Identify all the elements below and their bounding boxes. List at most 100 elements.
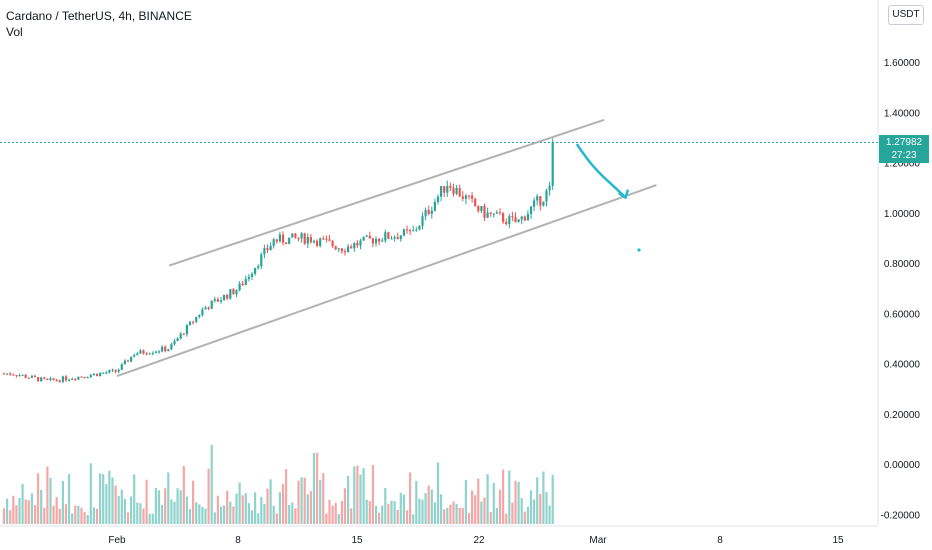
volume-bar [461, 507, 464, 524]
volume-bar [464, 480, 467, 524]
volume-bar [325, 513, 328, 524]
candle-body [477, 206, 480, 212]
volume-bar [185, 496, 188, 524]
volume-bar [40, 489, 43, 524]
candle-body [40, 377, 43, 382]
channel-upper-line[interactable] [168, 118, 605, 267]
volume-bar [356, 465, 359, 524]
candle-body [390, 238, 393, 240]
volume-bar [145, 479, 148, 524]
candle-body [467, 195, 471, 197]
projection-arrow[interactable] [576, 143, 629, 199]
channel-lower-line[interactable] [116, 184, 657, 378]
candle-body [427, 209, 430, 214]
candle-body [49, 378, 52, 380]
candle-body [52, 378, 55, 380]
volume-bar [207, 468, 210, 524]
last-price-tag: 1.27982 27:23 [879, 135, 929, 163]
volume-bar [483, 497, 486, 524]
candle-body [458, 187, 461, 197]
volume-bar [489, 512, 492, 524]
candle-body [443, 186, 446, 193]
candle-body [210, 300, 213, 309]
candle-body [105, 372, 108, 374]
candle-body [281, 234, 285, 243]
candle-body [232, 289, 235, 295]
volume-bar [452, 501, 455, 524]
candle-body [92, 373, 95, 376]
volume-bar [316, 453, 319, 524]
candle-body [387, 232, 390, 239]
y-tick-label: 1.00000 [884, 209, 921, 220]
volume-bar [99, 473, 102, 524]
candle-body [418, 225, 421, 230]
volume-bar [55, 497, 58, 524]
volume-bar [77, 505, 80, 524]
candle-body [446, 185, 449, 193]
candle-body [176, 338, 179, 342]
volume-bar [235, 493, 238, 524]
candle-body [511, 216, 514, 218]
candle-body [207, 307, 210, 309]
volume-bar [511, 502, 514, 524]
candle-body [374, 238, 378, 244]
candle-body [201, 309, 204, 316]
candlestick-series [2, 138, 554, 384]
candle-body [340, 248, 343, 252]
currency-button[interactable]: USDT [888, 5, 924, 25]
candle-body [164, 346, 167, 352]
volume-bar [486, 474, 489, 524]
volume-bar [474, 495, 477, 524]
volume-bar [37, 473, 40, 524]
volume-bar [192, 480, 195, 524]
candle-body [27, 377, 30, 379]
last-price-value: 1.27982 [885, 137, 923, 148]
candle-body [148, 353, 151, 355]
candle-body [102, 372, 105, 374]
candle-body [399, 235, 402, 240]
candle-body [412, 230, 415, 232]
volume-bar [396, 509, 399, 524]
candle-body [353, 243, 356, 249]
candle-body [440, 186, 443, 197]
volume-bar [46, 466, 49, 524]
candle-body [529, 206, 533, 214]
volume-bar [471, 490, 474, 524]
volume-bar [362, 468, 365, 524]
volume-bar [24, 499, 27, 524]
candle-body [192, 321, 195, 323]
candle-body [452, 187, 455, 194]
volume-indicator-label: Vol [6, 25, 23, 39]
candle-body [433, 201, 436, 211]
volume-bar [216, 495, 219, 524]
volume-bar [514, 480, 517, 524]
volume-bar [176, 488, 179, 524]
volume-bar [257, 513, 260, 524]
volume-bar [381, 505, 384, 524]
volume-bar [433, 502, 436, 524]
volume-bar [74, 505, 77, 524]
candle-body [89, 375, 92, 378]
x-tick-label: Mar [589, 535, 607, 546]
volume-bar [353, 466, 356, 524]
volume-bar [68, 474, 71, 524]
time-axis-labels: Feb 8 15 22 Mar 8 15 [108, 535, 844, 546]
candle-body [325, 238, 328, 240]
volume-bar [393, 501, 396, 524]
candle-body [464, 195, 467, 199]
candle-body [297, 237, 300, 239]
candle-body [18, 375, 21, 377]
volume-bar [526, 506, 529, 524]
volume-bar [136, 502, 139, 524]
volume-bar [204, 508, 207, 524]
volume-bar [309, 491, 312, 524]
candle-body [216, 299, 219, 302]
x-tick-label: 22 [473, 535, 485, 546]
candle-body [257, 266, 260, 268]
volume-bar [322, 473, 325, 524]
candle-body [545, 190, 548, 202]
volume-bar [319, 479, 322, 524]
volume-bar [21, 483, 24, 524]
volume-bar [266, 488, 269, 524]
